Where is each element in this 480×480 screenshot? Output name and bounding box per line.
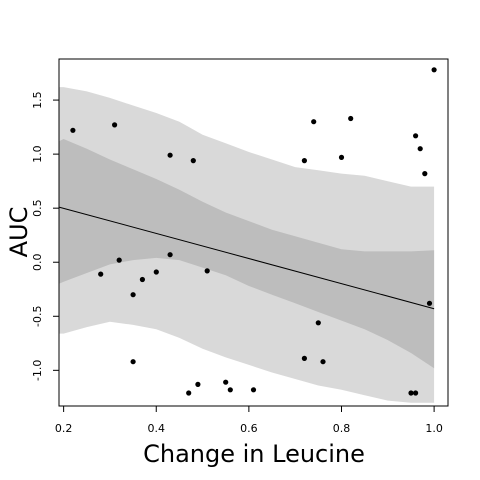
data-point-20 [426,300,433,306]
y-tick-label: 0.0 [31,253,44,271]
data-point-28 [227,387,233,393]
y-tick-label: -0.5 [31,306,44,327]
data-point-15 [130,292,136,298]
data-point-19 [204,268,210,274]
x-tick-label: 0.4 [148,422,166,435]
data-point-8 [348,115,354,122]
plot-area [58,67,437,403]
points-layer [70,67,437,396]
y-tick-label: 0.5 [31,199,44,217]
data-point-5 [301,158,307,164]
data-point-31 [413,390,419,396]
inner-confidence-band [59,139,435,369]
x-tick-label: 0.2 [55,422,73,435]
data-point-9 [413,133,419,139]
x-axis: 0.2 0.4 0.6 0.8 1.0 [55,406,443,435]
data-point-26 [195,381,201,387]
data-point-14 [116,257,122,263]
y-axis-title: AUC [5,207,33,258]
x-axis-title: Change in Leucine [143,440,365,468]
data-point-30 [408,390,414,396]
plot-frame [58,58,449,407]
data-point-29 [250,387,257,393]
data-point-4 [190,158,196,164]
data-point-16 [139,276,145,283]
data-point-18 [167,252,173,258]
regression-line [58,206,435,310]
data-point-6 [311,119,317,125]
data-point-22 [130,359,136,365]
y-tick-label: 1.0 [31,145,44,163]
data-point-21 [315,320,321,326]
data-point-11 [422,171,428,177]
y-tick-label: -1.0 [31,360,44,381]
data-point-24 [320,359,326,365]
data-point-10 [417,146,423,152]
data-point-27 [223,379,229,385]
data-point-7 [338,154,345,160]
data-point-23 [301,355,307,361]
data-point-3 [167,152,173,158]
data-point-12 [431,67,437,73]
y-axis: -1.0 -0.5 0.0 0.5 1.0 1.5 [31,91,59,381]
x-tick-label: 0.6 [240,422,258,435]
data-point-1 [70,127,76,133]
data-point-25 [186,390,192,396]
y-tick-label: 1.5 [31,91,44,109]
x-tick-label: 1.0 [425,422,443,435]
x-tick-label: 0.8 [333,422,351,435]
data-point-13 [98,271,104,277]
data-point-17 [153,269,159,275]
data-point-2 [112,122,118,128]
